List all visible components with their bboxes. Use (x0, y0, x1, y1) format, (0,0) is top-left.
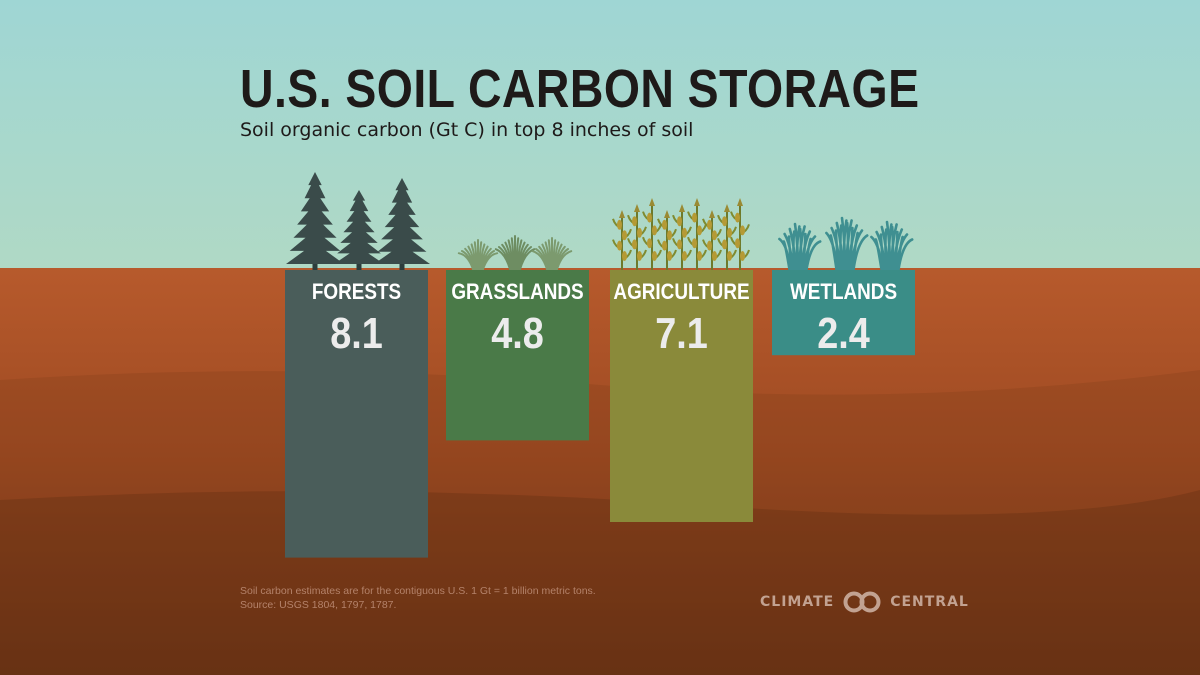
category-label: FORESTS (312, 280, 401, 305)
corn-stalks-icon (612, 198, 750, 270)
pine-trees-icon (286, 172, 430, 270)
bar-wetlands (772, 270, 915, 356)
category-label: WETLANDS (790, 280, 897, 305)
category-icons (286, 172, 914, 272)
category-label: AGRICULTURE (613, 280, 749, 305)
value-label: 2.4 (817, 308, 870, 357)
bar-agriculture (610, 270, 753, 522)
value-label: 8.1 (330, 308, 383, 357)
sky (0, 0, 1200, 270)
source-line: Source: USGS 1804, 1797, 1787. (240, 599, 397, 611)
brand-word-right: CENTRAL (890, 594, 969, 610)
value-label: 4.8 (491, 308, 544, 357)
footnote: Soil carbon estimates are for the contig… (240, 584, 596, 612)
rings-logo-icon (843, 591, 881, 613)
wetland-reeds-icon (778, 216, 914, 272)
grass-tufts-icon (457, 235, 573, 271)
chart-title: U.S. SOIL CARBON STORAGE (240, 59, 920, 119)
soil-layer-band (0, 490, 1200, 675)
category-label: GRASSLANDS (451, 280, 583, 305)
brand-word-left: CLIMATE (760, 594, 835, 610)
soil (0, 268, 1200, 675)
bars: FORESTS 8.1 GRASSLANDS 4.8 AGRICULTURE 7.1 WET… (285, 270, 915, 558)
chart-subtitle: Soil organic carbon (Gt C) in top 8 inch… (240, 119, 694, 141)
bar-forests (285, 270, 428, 558)
climate-central-logo: CLIMATE CENTRAL (760, 590, 969, 614)
value-label: 7.1 (655, 308, 708, 357)
footnote-line: Soil carbon estimates are for the contig… (240, 585, 596, 597)
bar-grasslands (446, 270, 589, 441)
